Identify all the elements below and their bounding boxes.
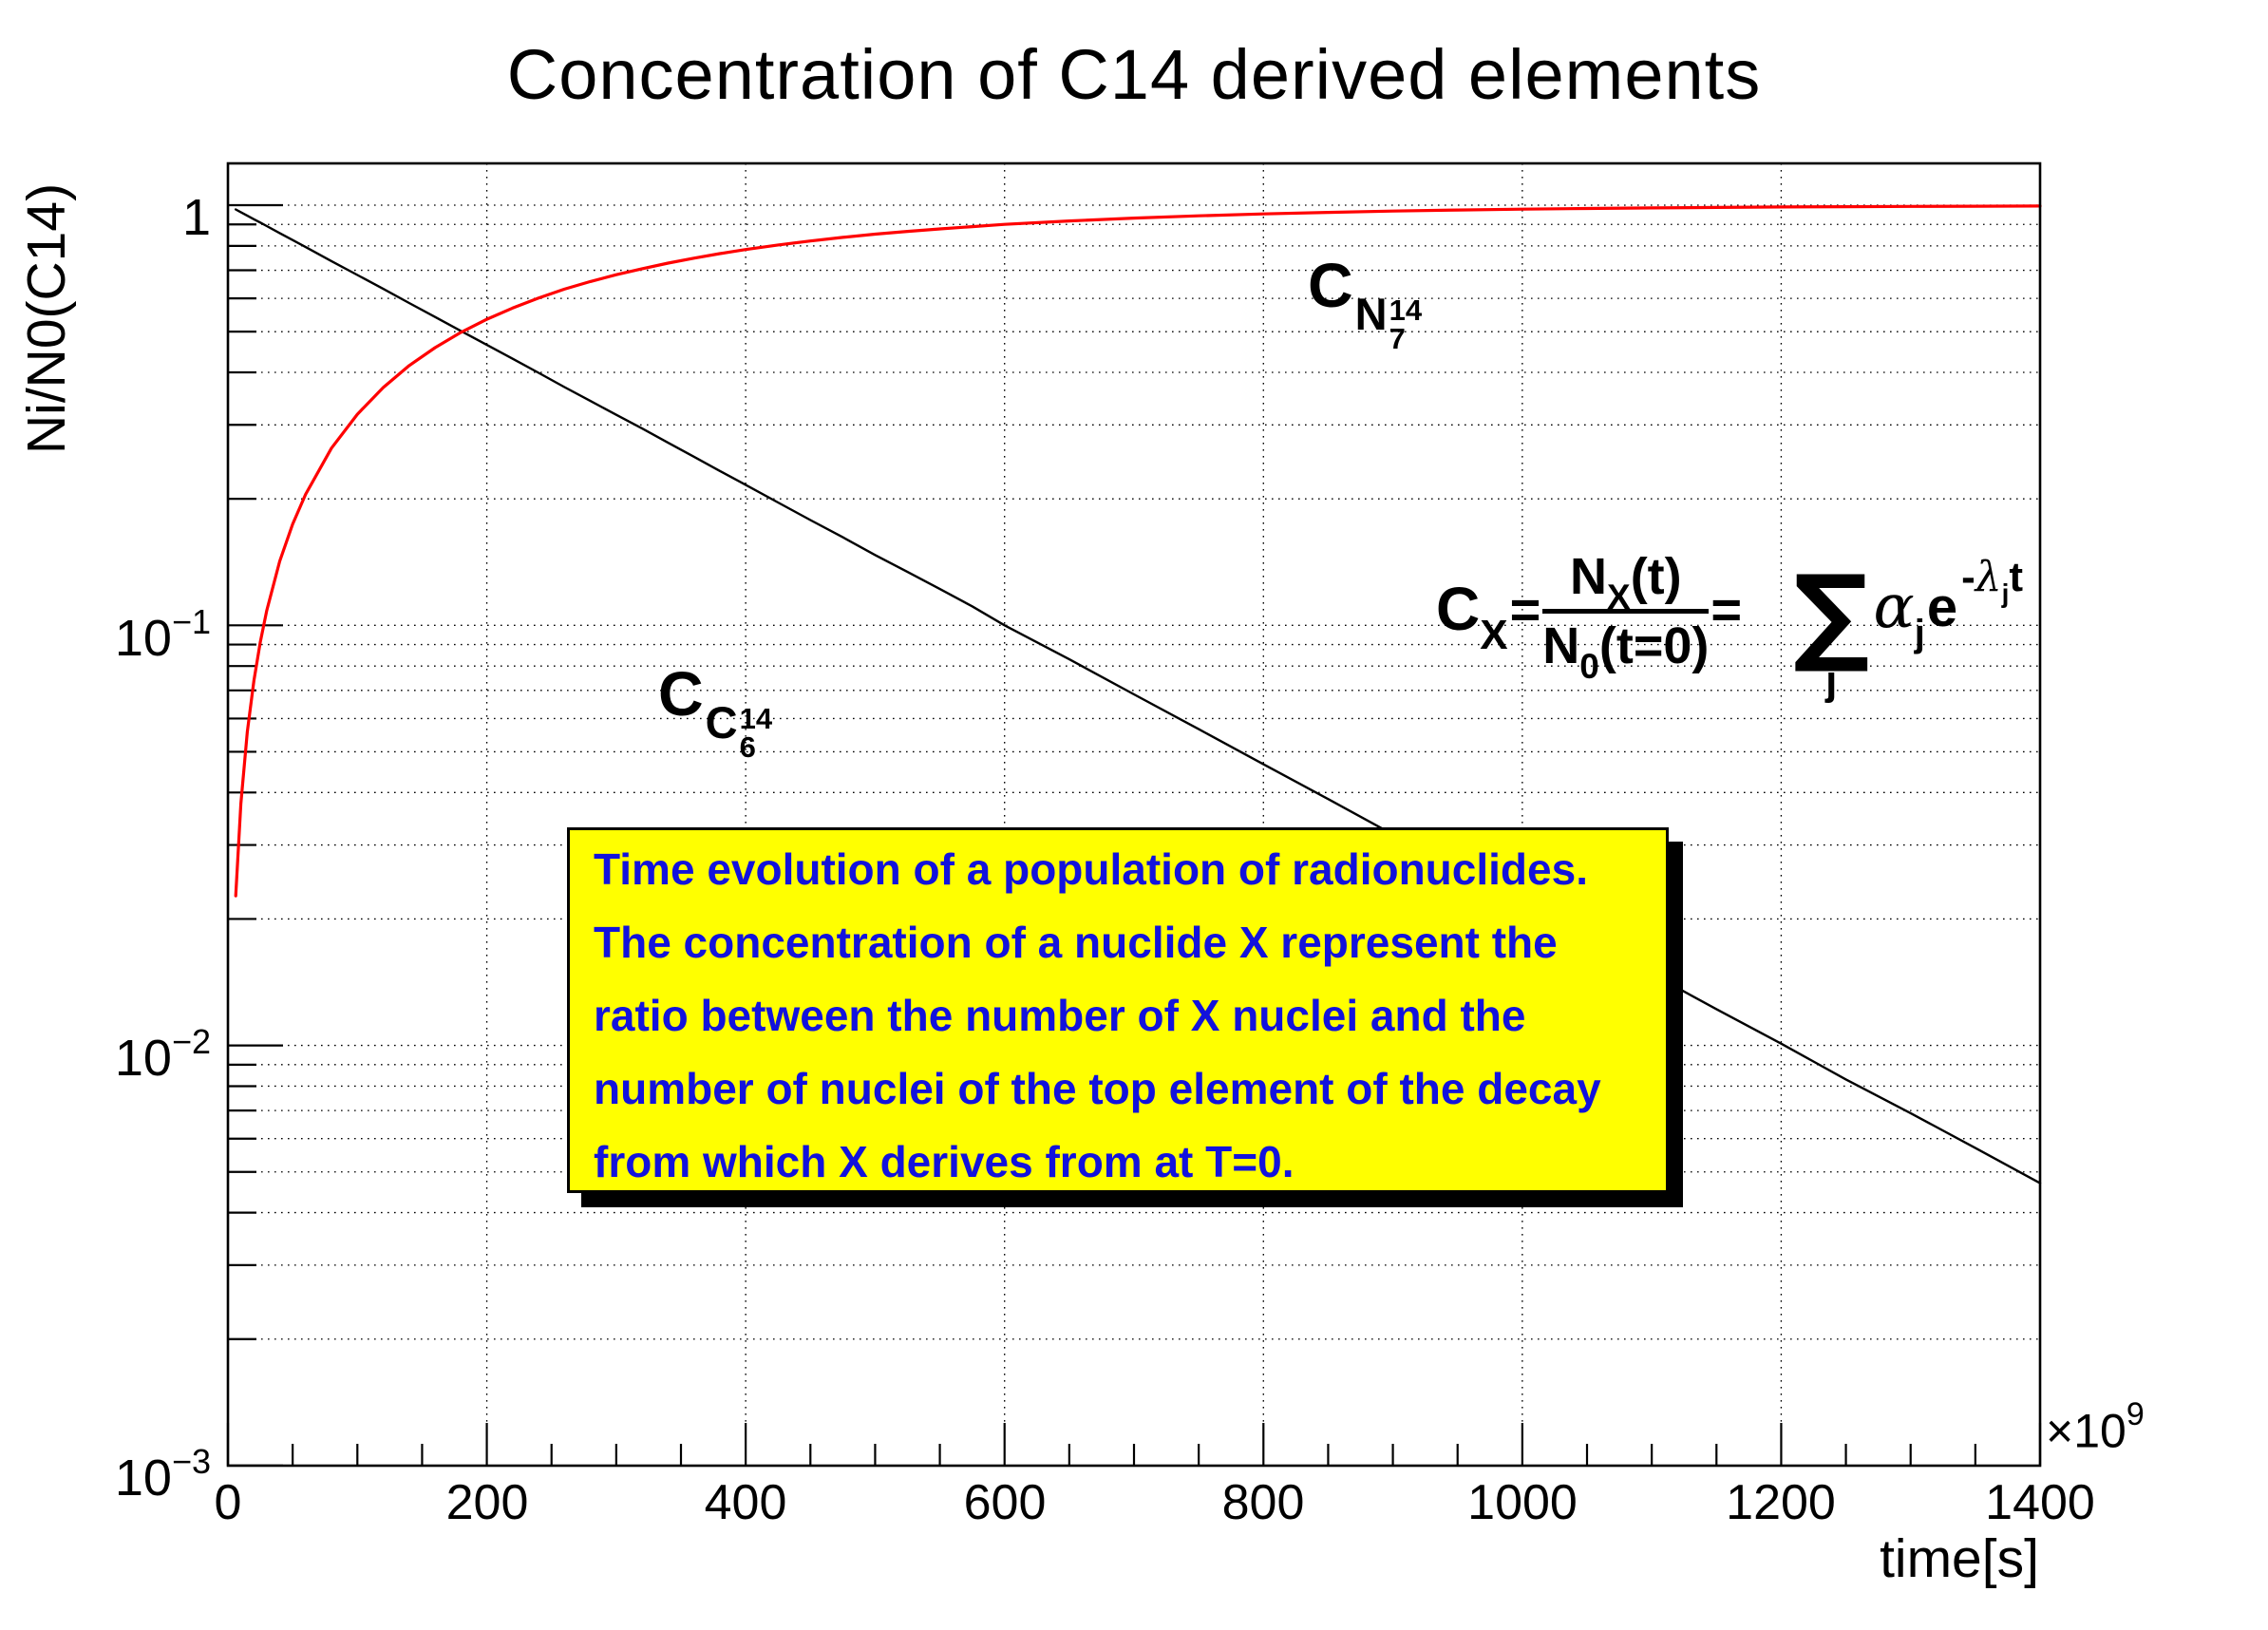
page-title: Concentration of C14 derived elements	[506, 35, 1762, 114]
formula-fraction: NX(t) N0(t=0)	[1542, 547, 1710, 686]
exponent: -λjt	[1961, 552, 2024, 608]
x-axis-multiplier: ×109	[2046, 1396, 2145, 1458]
y-tick-label-1e-1: 10−1	[114, 602, 211, 667]
formula-denominator: N0(t=0)	[1542, 616, 1710, 686]
x-tick-label-0: 0	[214, 1475, 242, 1530]
x-tick-label-400: 400	[704, 1475, 787, 1530]
formula-lhs: CX	[1436, 575, 1508, 658]
x-tick-label-600: 600	[963, 1475, 1047, 1530]
curve-label-n14: CN 14 7	[1308, 250, 1423, 355]
description-line: ratio between the number of X nuclei and…	[594, 991, 1526, 1040]
x-tick-label-1200: 1200	[1726, 1475, 1836, 1530]
x-tick-label-1000: 1000	[1467, 1475, 1578, 1530]
description-line: The concentration of a nuclide X represe…	[594, 918, 1558, 967]
x-tick-label-800: 800	[1221, 1475, 1305, 1530]
y-tick-label-1e-2: 10−2	[114, 1022, 211, 1087]
x-axis-title: time[s]	[1880, 1528, 2039, 1589]
y-tick-label-1e-3: 10−3	[114, 1442, 211, 1507]
alpha-coefficient: α	[1873, 572, 1915, 642]
x-tick-label-1400: 1400	[1985, 1475, 2095, 1530]
fraction-bar	[1542, 608, 1710, 614]
description-line: Time evolution of a population of radion…	[594, 844, 1588, 894]
formula-numerator: NX(t)	[1570, 547, 1682, 616]
description-line: number of nuclei of the top element of t…	[594, 1064, 1601, 1113]
description-box: Time evolution of a population of radion…	[567, 827, 1669, 1193]
summation-symbol: ∑ j	[1793, 553, 1870, 704]
description-line: from which X derives from at T=0.	[594, 1137, 1295, 1186]
y-tick-label-1: 1	[181, 189, 211, 246]
x-tick-label-200: 200	[445, 1475, 529, 1530]
curve-label-c14: CC 14 6	[658, 658, 773, 764]
